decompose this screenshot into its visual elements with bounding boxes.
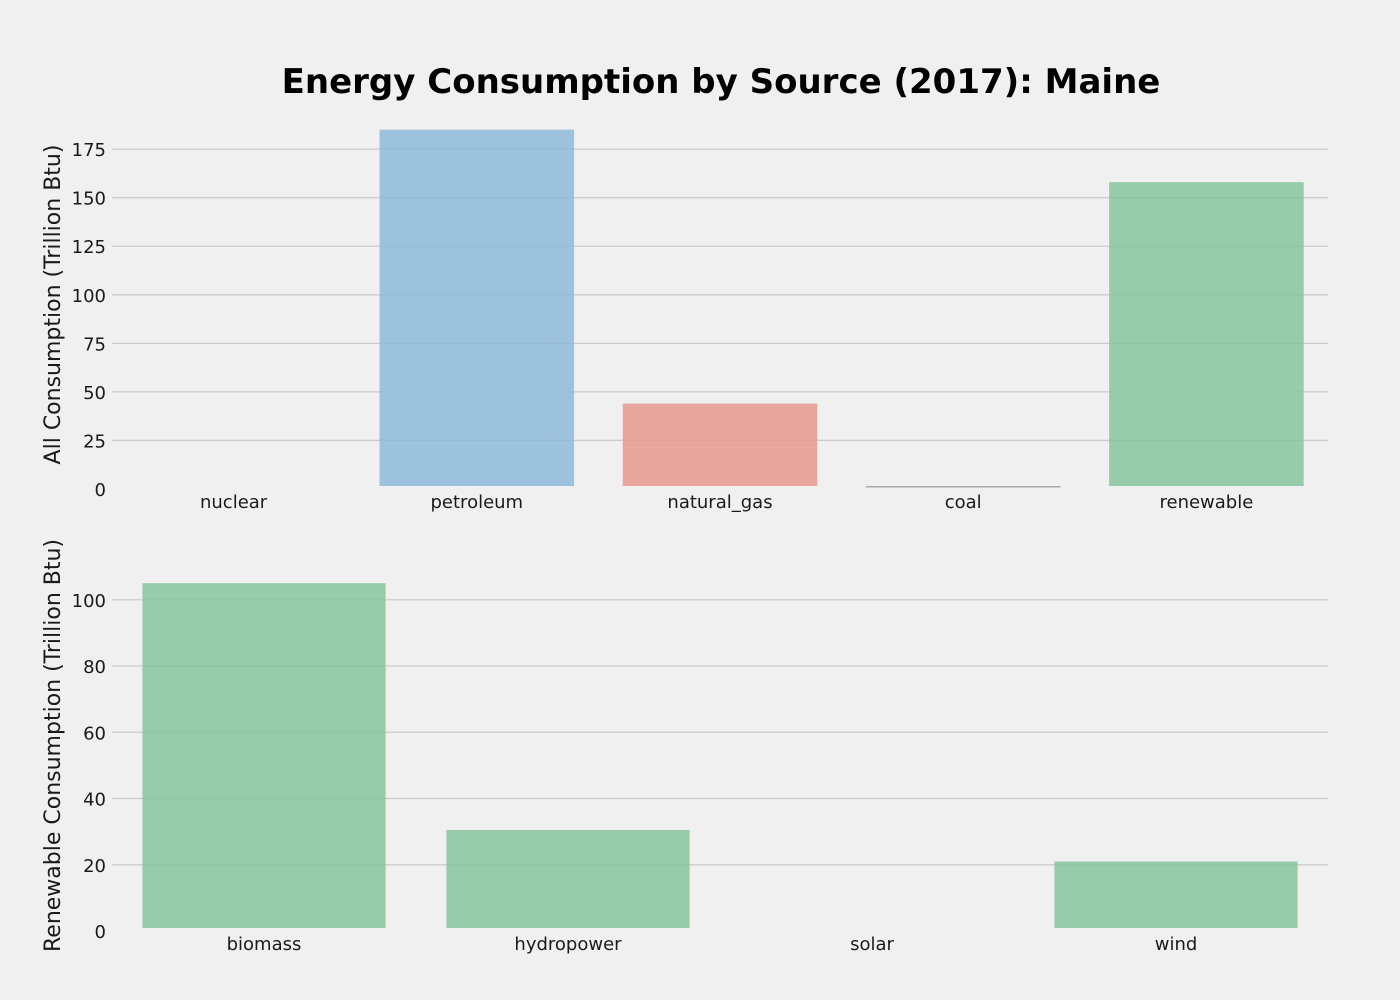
x-tick-label-renewable: renewable [1159, 492, 1253, 513]
x-tick-label-solar: solar [850, 934, 894, 955]
bar-petroleum [379, 129, 575, 487]
y-tick-label: 150 [72, 189, 106, 210]
x-tick-label-coal: coal [945, 492, 982, 513]
y-tick-label: 175 [72, 140, 106, 161]
y-tick-label: 25 [83, 431, 106, 452]
y-axis-label: Renewable Consumption (Trillion Btu) [41, 539, 66, 952]
bar-natural_gas [622, 403, 818, 486]
y-axis-label: All Consumption (Trillion Btu) [41, 145, 66, 465]
y-tick-label: 60 [83, 723, 106, 744]
x-tick-label-hydropower: hydropower [514, 934, 622, 955]
bar-renewable [1109, 182, 1304, 486]
y-tick-label: 20 [83, 856, 106, 877]
x-tick-label-natural_gas: natural_gas [667, 492, 772, 513]
x-tick-label-petroleum: petroleum [431, 492, 524, 513]
y-tick-label: 0 [95, 480, 106, 501]
y-tick-label: 100 [72, 286, 106, 307]
chart-title: Energy Consumption by Source (2017): Mai… [282, 62, 1161, 102]
bar-biomass [142, 583, 386, 928]
consumption-panel-renewable: 0 20 40 60 80 100 biomass hydropower solar wind Re… [41, 539, 1328, 955]
y-tick-label: 0 [95, 922, 106, 943]
bar-coal [865, 486, 1061, 488]
x-tick-label-wind: wind [1155, 934, 1198, 955]
y-tick-label: 125 [72, 237, 106, 258]
y-tick-label: 75 [83, 334, 106, 355]
y-tick-label: 40 [83, 790, 106, 811]
y-tick-label: 100 [72, 591, 106, 612]
bar-wind [1054, 861, 1298, 928]
x-tick-label-biomass: biomass [227, 934, 302, 955]
bar-hydropower [446, 829, 690, 928]
y-tick-label: 50 [83, 383, 106, 404]
x-tick-label-nuclear: nuclear [200, 492, 268, 513]
consumption-panel-all: 0 25 50 75 100 125 150 175 nuclear petroleum natur… [41, 129, 1328, 513]
y-tick-label: 80 [83, 657, 106, 678]
